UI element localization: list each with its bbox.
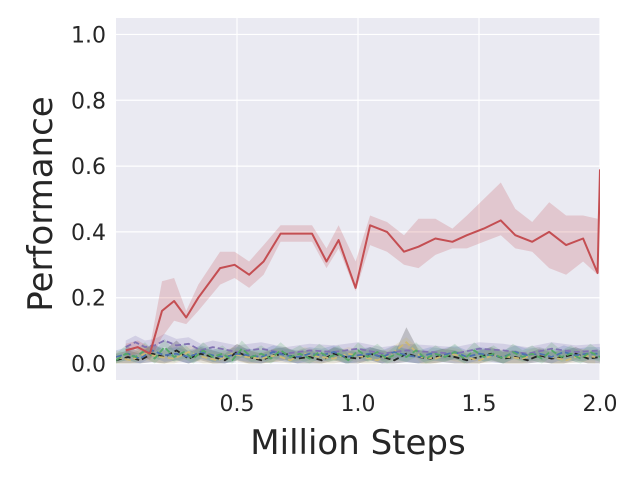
series-line bbox=[116, 349, 600, 360]
x-tick-labels: 0.5 1.0 1.5 2.0 bbox=[220, 392, 618, 417]
y-axis-label: Performance bbox=[21, 96, 61, 311]
y-tick-label: 1.0 bbox=[71, 23, 106, 48]
y-tick-label: 0.0 bbox=[71, 353, 106, 378]
x-tick-label: 1.0 bbox=[341, 392, 376, 417]
x-axis-label: Million Steps bbox=[250, 423, 465, 463]
y-tick-labels: 0.0 0.2 0.4 0.6 0.8 1.0 bbox=[71, 23, 106, 377]
y-tick-label: 0.4 bbox=[71, 221, 106, 246]
y-tick-label: 0.2 bbox=[71, 287, 106, 312]
x-tick-label: 0.5 bbox=[220, 392, 255, 417]
series-line bbox=[125, 339, 600, 355]
y-tick-label: 0.8 bbox=[71, 89, 106, 114]
series-line bbox=[125, 169, 600, 355]
x-tick-label: 2.0 bbox=[583, 392, 618, 417]
series-lines bbox=[116, 169, 600, 362]
series-line bbox=[116, 349, 600, 362]
x-tick-label: 1.5 bbox=[462, 392, 497, 417]
series-band bbox=[125, 166, 600, 361]
gridlines bbox=[116, 18, 601, 380]
y-tick-label: 0.6 bbox=[71, 155, 106, 180]
series-line bbox=[116, 346, 600, 362]
